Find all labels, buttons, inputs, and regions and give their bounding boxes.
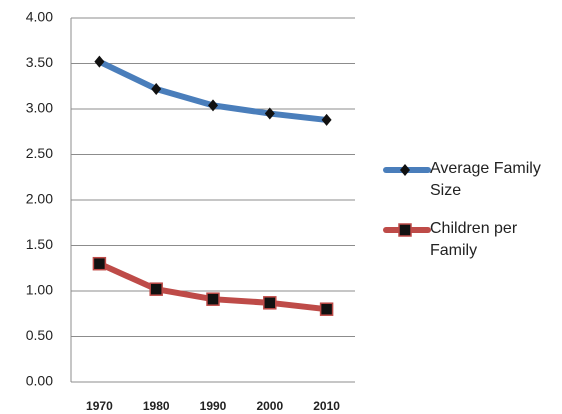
marker [149, 282, 163, 296]
y-tick-label: 3.50 [26, 54, 53, 70]
marker [208, 99, 218, 112]
x-tick-label: 1970 [86, 399, 113, 413]
y-tick-label: 1.50 [26, 236, 53, 252]
marker [398, 223, 412, 237]
marker [400, 164, 410, 176]
y-tick-label: 3.00 [26, 100, 53, 116]
y-tick-label: 1.00 [26, 282, 53, 298]
y-tick-label: 2.00 [26, 191, 53, 207]
x-tick-label: 2000 [256, 399, 283, 413]
marker [319, 302, 334, 316]
legend-label: Children per Family [430, 220, 518, 259]
x-tick-label: 1980 [143, 399, 170, 413]
marker [94, 55, 105, 68]
marker [151, 82, 162, 95]
y-tick-label: 2.50 [26, 145, 53, 161]
x-tick-label: 2010 [313, 399, 340, 413]
marker [263, 296, 277, 310]
x-tick-label: 1990 [200, 399, 227, 413]
marker [264, 107, 275, 120]
y-tick-label: 0.00 [26, 373, 53, 389]
marker [206, 292, 220, 306]
marker [321, 113, 332, 126]
marker [92, 256, 107, 271]
y-tick-label: 4.00 [26, 9, 53, 25]
y-tick-label: 0.50 [26, 327, 53, 343]
legend-label: Average Family Size [430, 160, 541, 199]
